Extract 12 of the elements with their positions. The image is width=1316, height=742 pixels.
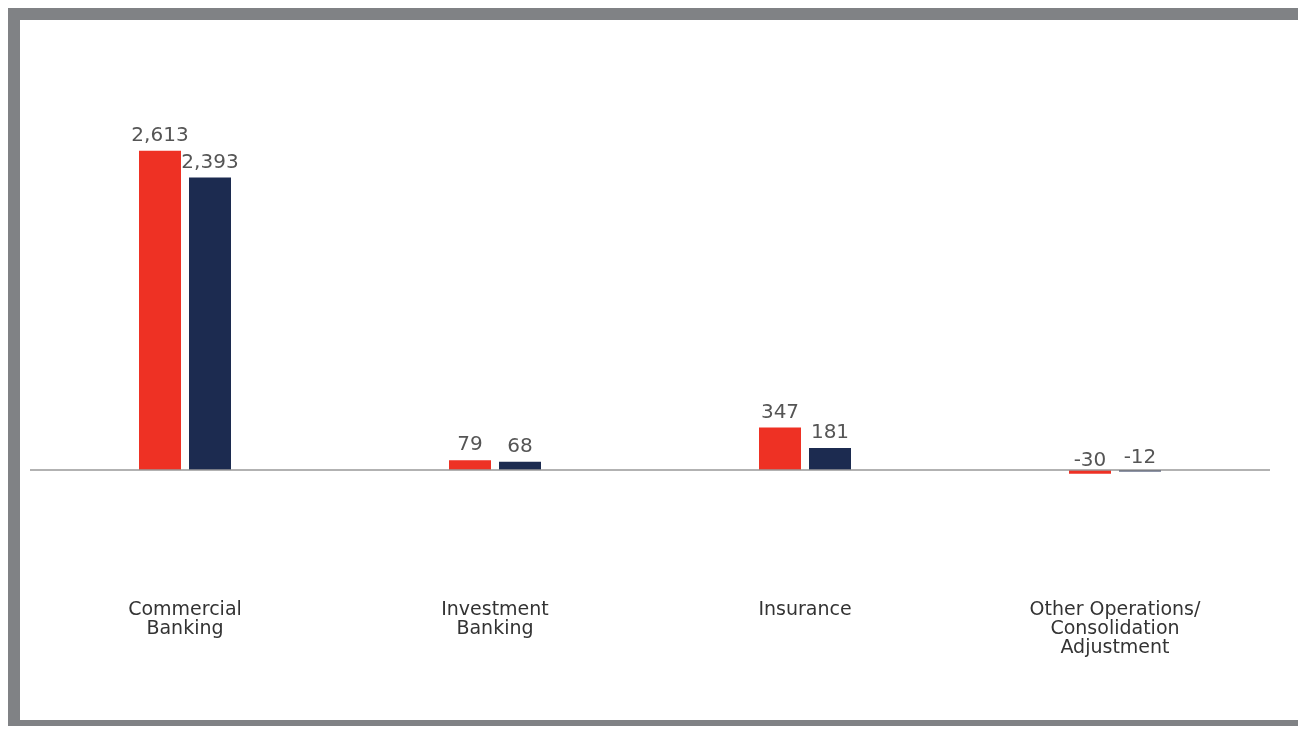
data-label: -12 <box>1123 444 1157 469</box>
data-label: -30 <box>1073 446 1107 471</box>
data-label: 347 <box>760 398 800 423</box>
data-label: 68 <box>507 432 533 457</box>
data-label: 181 <box>810 418 850 443</box>
data-label: 2,393 <box>181 148 239 173</box>
x-tick-label: Insurance <box>758 597 852 620</box>
data-label: 2,613 <box>131 121 189 146</box>
x-tick-label: Other Operations/ Consolidation Adjustment <box>1029 597 1202 658</box>
data-label: 79 <box>457 431 483 456</box>
x-tick-label: Investment Banking <box>441 597 549 639</box>
x-tick-label: Commercial Banking <box>128 597 242 639</box>
